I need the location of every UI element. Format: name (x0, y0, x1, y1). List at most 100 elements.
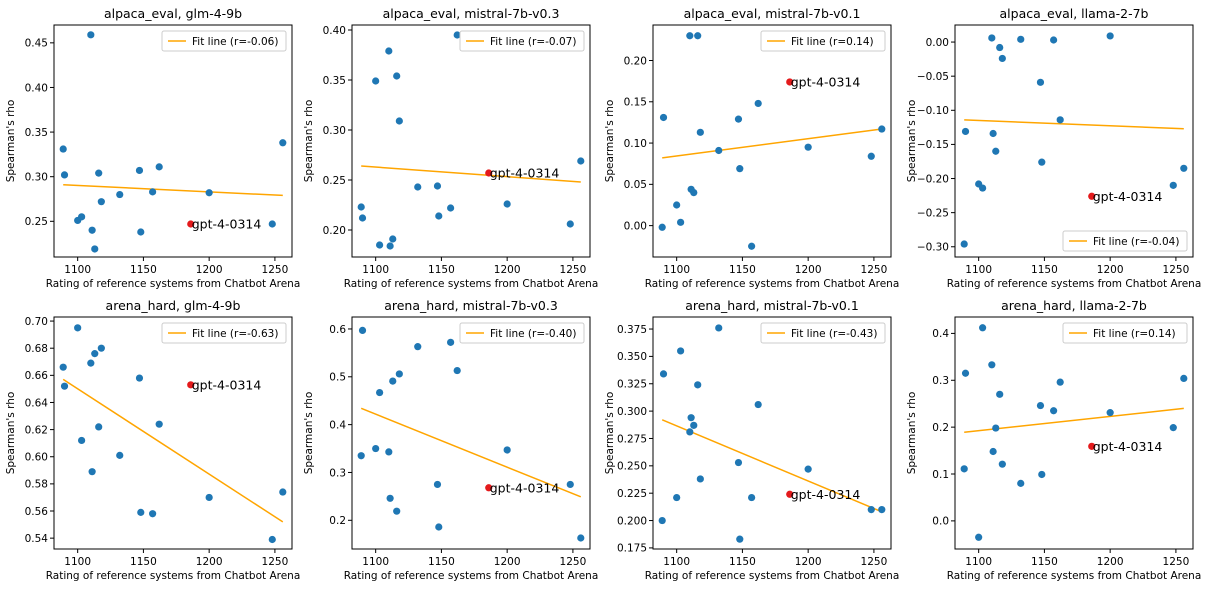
legend-label: Fit line (r=-0.43) (791, 328, 877, 340)
y-tick-label: 0.1 (932, 469, 949, 481)
x-tick-label: 1100 (663, 264, 690, 276)
data-point (754, 400, 762, 409)
legend-box (459, 30, 585, 52)
data-point (867, 506, 875, 514)
data-point (989, 447, 997, 456)
data-point (395, 117, 403, 125)
data-point (1017, 479, 1025, 487)
legend: Fit line (r=-0.06) (161, 30, 287, 52)
data-point (453, 31, 461, 39)
legend-box (760, 30, 886, 52)
legend-label: Fit line (r=-0.06) (192, 36, 278, 48)
x-tick-label: 1200 (196, 264, 223, 276)
x-tick-label: 1150 (130, 556, 157, 568)
chart-title: alpaca_eval, mistral-7b-v0.3 (383, 6, 560, 21)
y-tick-label: 0.20 (624, 55, 647, 67)
highlight-point (187, 381, 195, 389)
y-tick-label: 0.2 (329, 515, 346, 527)
data-point (279, 488, 287, 496)
data-point (389, 377, 397, 385)
y-tick-label: −0.10 (917, 105, 949, 117)
data-point (95, 423, 103, 431)
data-point (205, 189, 213, 197)
x-axis-label: Rating of reference systems from Chatbot… (46, 570, 301, 582)
data-point (88, 468, 96, 476)
data-point (998, 460, 1006, 468)
highlight-label: gpt-4-0314 (192, 377, 262, 392)
y-tick-label: 0.40 (323, 25, 346, 37)
data-point (694, 32, 702, 40)
data-point (690, 421, 698, 429)
y-tick-label: 0.66 (25, 370, 49, 382)
data-point (393, 507, 401, 515)
data-point (155, 163, 163, 171)
x-axis-label: Rating of reference systems from Chatbot… (947, 278, 1202, 290)
legend-label: Fit line (r=-0.63) (192, 328, 278, 340)
highlight-point (485, 484, 493, 492)
chart-title: arena_hard, glm-4-9b (106, 298, 241, 313)
fit-line (661, 419, 883, 513)
data-point (433, 480, 442, 489)
data-point (95, 169, 103, 177)
data-point (88, 226, 96, 234)
chart-panel: arena_hard, glm-4-9b gpt-4-0314 1100 1150 12… (5, 298, 300, 582)
x-tick-label: 1100 (64, 556, 91, 568)
x-tick-label: 1150 (1031, 264, 1058, 276)
data-point (59, 363, 67, 371)
x-tick-label: 1250 (861, 556, 888, 568)
data-point (1036, 401, 1045, 410)
chart-title: alpaca_eval, llama-2-7b (1000, 6, 1149, 21)
legend: Fit line (r=-0.43) (760, 322, 886, 344)
highlight-point (786, 78, 794, 86)
fit-line (361, 165, 581, 183)
data-point (59, 145, 67, 153)
data-point (690, 189, 698, 197)
data-point (447, 338, 455, 346)
data-point (87, 359, 95, 367)
data-point (503, 446, 511, 454)
legend: Fit line (r=0.14) (760, 30, 886, 52)
y-axis-label: Spearman's rho (906, 100, 918, 183)
data-point (149, 188, 157, 196)
x-tick-label: 1250 (1163, 556, 1190, 568)
data-point (686, 428, 694, 436)
y-tick-label: −0.30 (917, 242, 949, 254)
x-tick-label: 1200 (494, 264, 521, 276)
data-point (748, 493, 756, 502)
y-tick-label: −0.20 (917, 173, 949, 185)
fit-line (62, 378, 284, 523)
x-axis-label: Rating of reference systems from Chatbot… (645, 570, 900, 582)
highlight-label: gpt-4-0314 (490, 480, 560, 495)
fit-line (662, 128, 882, 159)
y-axis-label: Spearman's rho (5, 100, 17, 183)
data-point (357, 452, 365, 460)
data-point (91, 245, 99, 253)
highlight-label: gpt-4-0314 (490, 166, 560, 181)
data-point (988, 361, 996, 369)
data-point (358, 214, 367, 222)
data-point (658, 516, 666, 525)
data-point (97, 198, 105, 206)
fit-line (360, 407, 582, 498)
data-point (989, 129, 997, 138)
data-point (1036, 78, 1045, 86)
chart-title: arena_hard, mistral-7b-v0.1 (685, 298, 859, 313)
y-tick-label: −0.05 (917, 71, 949, 83)
data-point (961, 369, 970, 377)
y-axis-label: Spearman's rho (303, 100, 315, 183)
data-point (433, 182, 442, 190)
highlight-label: gpt-4-0314 (791, 487, 861, 502)
legend: Fit line (r=-0.40) (459, 322, 585, 344)
data-point (135, 374, 144, 382)
data-point (804, 465, 812, 473)
y-tick-label: 0.45 (25, 38, 48, 50)
chart-panel: alpaca_eval, mistral-7b-v0.1 gpt-4-0314 11… (604, 6, 899, 290)
y-tick-label: 0.250 (617, 461, 647, 473)
data-point (988, 34, 996, 42)
data-point (754, 99, 762, 108)
data-point (155, 420, 163, 428)
x-axis-label: Rating of reference systems from Chatbot… (344, 278, 599, 290)
highlight-label: gpt-4-0314 (1093, 439, 1163, 454)
data-point (687, 414, 695, 422)
data-point (734, 115, 743, 123)
